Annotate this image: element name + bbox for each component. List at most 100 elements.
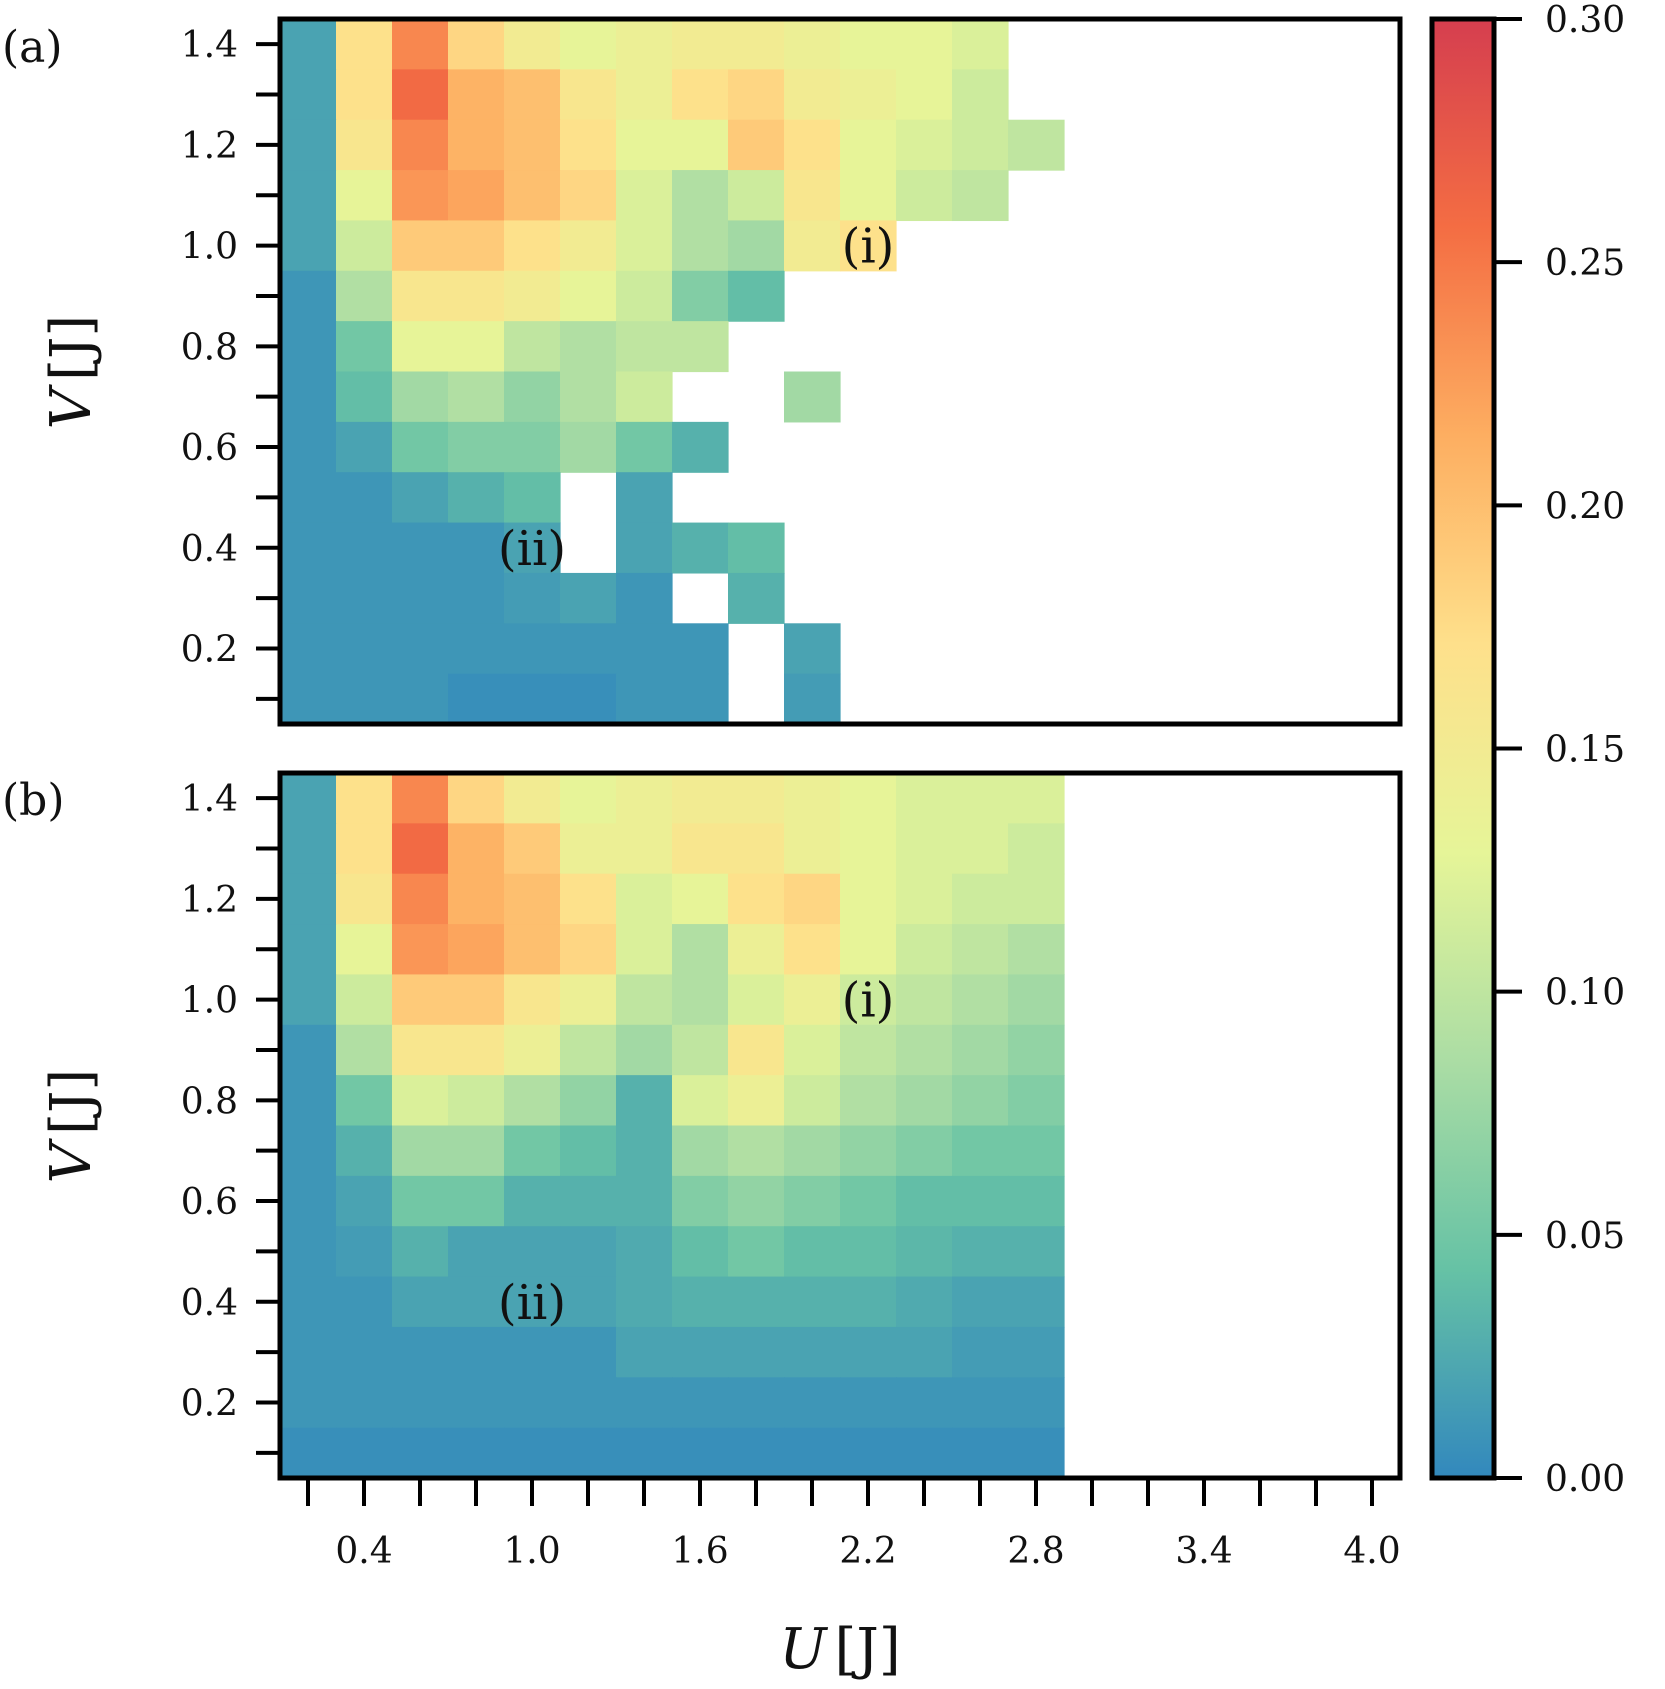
heatmap-cell [728, 974, 785, 1026]
heatmap-cell [336, 1175, 393, 1227]
heatmap-cell [448, 371, 505, 423]
heatmap-cell [952, 823, 1009, 875]
heatmap-cell [392, 1024, 449, 1076]
heatmap-cell [840, 974, 897, 1026]
annotation-label: (ii) [498, 1275, 566, 1331]
heatmap-cell [504, 1075, 561, 1127]
heatmap-cell [952, 1427, 1009, 1479]
heatmap-cell [840, 170, 897, 222]
heatmap-cell [1008, 924, 1065, 976]
heatmap-cell [784, 873, 841, 925]
heatmap-cell [448, 1175, 505, 1227]
heatmap-cell [784, 1024, 841, 1076]
heatmap-cell [392, 371, 449, 423]
heatmap-cell [448, 1125, 505, 1177]
heatmap-cell [560, 1024, 617, 1076]
heatmap-cell [280, 371, 337, 423]
heatmap-cell [1008, 1427, 1065, 1479]
heatmap-cell [616, 421, 673, 473]
heatmap-cell [280, 1226, 337, 1278]
heatmap-cell [504, 321, 561, 373]
y-tick-label: 0.2 [181, 1383, 238, 1424]
panel-b-y-ticks: 0.2 0.4 0.6 0.8 1.0 1.2 1.4 [181, 779, 280, 1455]
heatmap-cell [504, 472, 561, 524]
heatmap-cell [560, 1377, 617, 1429]
heatmap-cell [840, 1226, 897, 1278]
heatmap-cell [504, 371, 561, 423]
heatmap-cell [392, 773, 449, 824]
heatmap-cell [392, 522, 449, 574]
heatmap-cell [728, 1024, 785, 1076]
panel-a-y-axis-unit: [J] [39, 315, 104, 381]
panel-b-label: (b) [2, 775, 65, 826]
heatmap-cell [896, 1125, 953, 1177]
heatmap-cell [616, 1427, 673, 1479]
heatmap-cell [504, 170, 561, 222]
heatmap-cell [560, 823, 617, 875]
y-tick-label: 1.2 [181, 126, 238, 167]
heatmap-cell [952, 873, 1009, 925]
heatmap-cell [616, 522, 673, 574]
heatmap-cell [840, 1075, 897, 1127]
panel-a-annotations: (i) (ii) [498, 219, 894, 577]
heatmap-cell [952, 1175, 1009, 1227]
heatmap-cell [504, 421, 561, 473]
heatmap-cell [280, 69, 337, 121]
heatmap-cell [616, 371, 673, 423]
x-tick-label: 1.0 [503, 1531, 560, 1572]
heatmap-cell [728, 69, 785, 121]
heatmap-cell [728, 1075, 785, 1127]
colorbar-tick-label: 0.00 [1545, 1459, 1625, 1500]
annotation-label: (i) [842, 219, 895, 275]
x-axis-unit: [J] [835, 1617, 901, 1682]
heatmap-cell [1008, 974, 1065, 1026]
heatmap-cell [280, 220, 337, 272]
heatmap-cell [896, 974, 953, 1026]
heatmap-cell [728, 522, 785, 574]
heatmap-cell [560, 974, 617, 1026]
annotation-label: (i) [842, 973, 895, 1029]
heatmap-cell [560, 1276, 617, 1328]
heatmap-cell [448, 1377, 505, 1429]
x-tick-label: 3.4 [1175, 1531, 1232, 1572]
heatmap-cell [672, 170, 729, 222]
heatmap-cell [616, 623, 673, 675]
heatmap-cell [448, 119, 505, 171]
heatmap-cell [896, 69, 953, 121]
panel-b-y-axis-var: V [39, 1137, 104, 1183]
heatmap-cell [616, 1175, 673, 1227]
heatmap-cell [672, 1326, 729, 1378]
heatmap-cell [784, 170, 841, 222]
heatmap-cell [616, 321, 673, 373]
heatmap-cell [784, 974, 841, 1026]
heatmap-cell [392, 823, 449, 875]
panel-a-frame [277, 16, 1403, 727]
heatmap-cell [504, 1226, 561, 1278]
x-axis-var: U [779, 1617, 828, 1682]
heatmap-cell [952, 773, 1009, 824]
heatmap-cell [672, 421, 729, 473]
heatmap-cell [784, 1276, 841, 1328]
heatmap-cell [840, 1125, 897, 1177]
heatmap-cell [896, 1075, 953, 1127]
heatmap-cell [728, 823, 785, 875]
heatmap-cell [728, 19, 785, 70]
y-tick-label: 0.8 [181, 1081, 238, 1122]
heatmap-cell [560, 773, 617, 824]
heatmap-cell [728, 1226, 785, 1278]
heatmap-cell [616, 924, 673, 976]
heatmap-cell [672, 220, 729, 272]
x-tick-label: 2.8 [1007, 1531, 1064, 1572]
colorbar-scale [1432, 19, 1494, 1478]
heatmap-cell [448, 623, 505, 675]
heatmap-cell [896, 19, 953, 70]
colorbar-ticks: 0.00 0.05 0.10 0.15 0.20 0.25 0.30 [1494, 0, 1625, 1500]
heatmap-cell [392, 220, 449, 272]
heatmap-cell [560, 270, 617, 322]
heatmap-cell [504, 220, 561, 272]
y-tick-label: 1.0 [181, 227, 238, 268]
heatmap-cell [1008, 823, 1065, 875]
heatmap-cell [784, 1175, 841, 1227]
heatmap-cell [896, 924, 953, 976]
